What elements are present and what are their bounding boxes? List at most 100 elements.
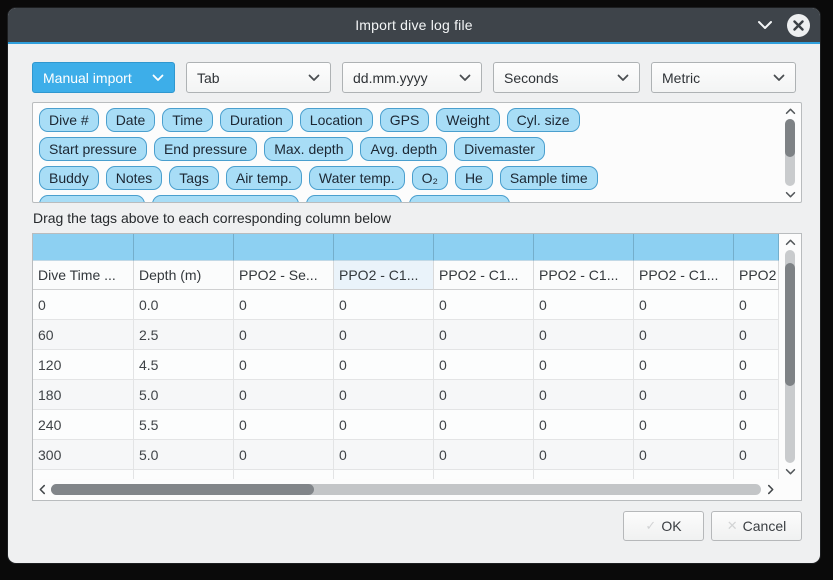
drag-tag[interactable]: Start pressure (39, 137, 147, 161)
titlebar[interactable]: Import dive log file (8, 8, 820, 42)
drag-tag[interactable]: End pressure (153, 137, 258, 161)
table-row (33, 470, 779, 479)
scroll-up-icon[interactable] (785, 236, 796, 248)
ok-button[interactable]: ✓ OK (623, 511, 704, 541)
table-cell: 0 (234, 380, 334, 410)
drag-tag[interactable]: Sample pO₂ (306, 195, 402, 202)
import-mode-select[interactable]: Manual import (32, 62, 175, 93)
drop-target-cell[interactable] (334, 234, 434, 261)
table-cell: 0 (334, 320, 434, 350)
scroll-right-icon[interactable] (763, 484, 777, 495)
drag-tag[interactable]: Divemaster (454, 137, 545, 161)
table-cell: 0 (634, 320, 734, 350)
scroll-left-icon[interactable] (35, 484, 49, 495)
scrollbar-thumb[interactable] (785, 119, 795, 157)
drag-tag[interactable]: Weight (436, 108, 500, 132)
drag-tag[interactable]: Sample time (499, 166, 598, 190)
drag-tag[interactable]: Water temp. (308, 166, 405, 190)
chevron-down-icon[interactable] (757, 20, 773, 30)
table-cell: 0 (634, 290, 734, 320)
table-cell (334, 470, 434, 479)
drag-tag[interactable]: He (454, 166, 493, 190)
table-cell: 0 (334, 440, 434, 470)
column-header: Depth (m) (134, 261, 234, 290)
drag-tag[interactable]: Buddy (39, 166, 99, 190)
table-vertical-scrollbar[interactable] (781, 236, 799, 477)
scroll-down-icon[interactable] (785, 465, 796, 477)
table-cell: 4.5 (134, 350, 234, 380)
drag-tag[interactable]: Location (299, 108, 373, 132)
drag-tag[interactable]: Date (105, 108, 156, 132)
drag-tag[interactable]: Sample depth (39, 195, 146, 202)
column-header: PPO2 - C1... (534, 261, 634, 290)
table-row: 300 5.0 0 0 0 0 0 0 (33, 440, 779, 470)
combo-value: Metric (662, 69, 701, 86)
drop-target-cell[interactable] (134, 234, 234, 261)
scroll-up-icon[interactable] (785, 105, 796, 117)
window-title: Import dive log file (355, 17, 473, 33)
drag-tag[interactable]: Avg. depth (360, 137, 448, 161)
date-format-select[interactable]: dd.mm.yyyy (342, 62, 482, 93)
import-dialog-window: Import dive log file Manual import Tab d… (8, 8, 820, 563)
units-select[interactable]: Metric (651, 62, 796, 93)
drop-target-cell[interactable] (634, 234, 734, 261)
table-cell: 5.0 (134, 440, 234, 470)
table-row: 240 5.5 0 0 0 0 0 0 (33, 410, 779, 440)
table-cell: 0 (534, 410, 634, 440)
table-cell: 0 (734, 320, 779, 350)
table-cell: 240 (33, 410, 134, 440)
chevron-down-icon (152, 74, 164, 81)
table-cell: 0 (534, 320, 634, 350)
cancel-button[interactable]: ✕ Cancel (711, 511, 802, 541)
chevron-down-icon (308, 74, 320, 81)
drop-target-cell[interactable] (434, 234, 534, 261)
table-cell (534, 470, 634, 479)
table-cell: 0 (634, 350, 734, 380)
drag-tag[interactable]: O₂ (411, 166, 448, 190)
drag-tag[interactable]: Dive # (39, 108, 99, 132)
drag-tag[interactable]: Duration (219, 108, 293, 132)
table-cell: 5.5 (134, 410, 234, 440)
tag-row: Buddy Notes Tags Air temp. Water temp. O₂ He Sa… (39, 166, 779, 190)
table-cell: 0 (234, 410, 334, 440)
table-cell: 0 (734, 290, 779, 320)
duration-format-select[interactable]: Seconds (493, 62, 640, 93)
drag-tag[interactable]: Sample CNS (408, 195, 510, 202)
table-cell: 0 (534, 380, 634, 410)
drag-tag[interactable]: GPS (379, 108, 430, 132)
table-horizontal-scrollbar[interactable] (35, 480, 777, 498)
scroll-down-icon[interactable] (785, 188, 796, 200)
table-cell: 0 (434, 290, 534, 320)
drag-tag[interactable]: Notes (105, 166, 163, 190)
table-cell: 0 (334, 350, 434, 380)
drop-target-cell[interactable] (534, 234, 634, 261)
table-cell (33, 470, 134, 479)
tags-scrollbar[interactable] (781, 105, 799, 200)
table-row: 0 0.0 0 0 0 0 0 0 (33, 290, 779, 320)
scrollbar-thumb[interactable] (785, 262, 795, 387)
table-cell: 0 (634, 440, 734, 470)
table-row: 60 2.5 0 0 0 0 0 0 (33, 320, 779, 350)
drop-target-cell[interactable] (234, 234, 334, 261)
table-cell: 0 (734, 380, 779, 410)
drag-tag[interactable]: Air temp. (225, 166, 302, 190)
drop-target-cell[interactable] (734, 234, 779, 261)
table-cell: 0 (434, 320, 534, 350)
scrollbar-track[interactable] (785, 119, 795, 186)
close-button[interactable] (787, 13, 810, 37)
drop-target-cell[interactable] (33, 234, 134, 261)
scrollbar-track[interactable] (785, 250, 795, 463)
field-separator-select[interactable]: Tab (186, 62, 331, 93)
drag-tag[interactable]: Cyl. size (506, 108, 580, 132)
table-cell: 0 (434, 380, 534, 410)
drag-tag[interactable]: Sample temperature (152, 195, 300, 202)
table-cell: 0 (234, 350, 334, 380)
drag-hint-text: Drag the tags above to each correspondin… (33, 210, 391, 226)
scrollbar-thumb[interactable] (51, 483, 314, 495)
column-header: PPO2 - Se... (234, 261, 334, 290)
drag-tag[interactable]: Time (162, 108, 213, 132)
scrollbar-track[interactable] (51, 483, 761, 495)
drag-tag[interactable]: Max. depth (264, 137, 354, 161)
table-cell: 0 (334, 290, 434, 320)
drag-tag[interactable]: Tags (169, 166, 219, 190)
